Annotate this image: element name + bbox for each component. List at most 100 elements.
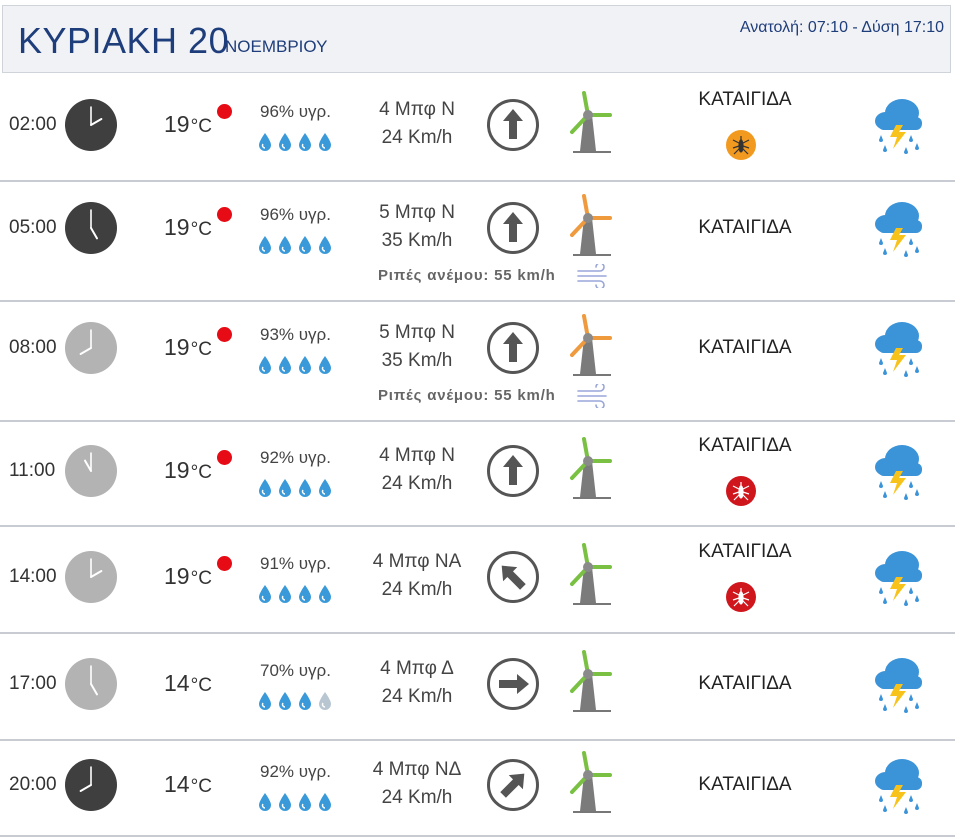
wind-info: 4 Μπφ ΝΔ 24 Km/h <box>362 756 472 812</box>
wind-turbine-icon <box>561 314 615 378</box>
wind-direction-icon <box>486 321 540 375</box>
beaufort-label: 4 Μπφ ΝΔ <box>372 759 462 780</box>
alert-dot <box>217 207 232 222</box>
forecast-row: 05:00 19°C 96% υγρ. 5 Μπφ Ν 35 Km/h Ριπές α… <box>0 182 955 302</box>
wind-speed: 24 Km/h <box>381 473 453 494</box>
mosquito-warning-icon <box>725 129 757 161</box>
humidity-label: 92% υγρ. <box>260 448 331 467</box>
drop-icon <box>317 355 333 380</box>
drop-icon <box>297 478 313 503</box>
wind-info: 4 Μπφ Ν 24 Km/h <box>362 96 472 152</box>
drop-icon <box>277 792 293 817</box>
wind-speed: 24 Km/h <box>381 787 453 808</box>
temperature: 19°C <box>164 334 212 361</box>
wind-info: 4 Μπφ Δ 24 Km/h <box>362 655 472 711</box>
drop-icon <box>257 584 273 609</box>
time-label: 05:00 <box>9 217 57 238</box>
wind-direction-icon <box>486 98 540 152</box>
temperature-value: 19 <box>164 457 190 483</box>
forecast-row: 08:00 19°C 93% υγρ. 5 Μπφ Ν 35 Km/h Ριπές α… <box>0 302 955 422</box>
mosquito-warning-icon <box>725 581 757 613</box>
day-title: ΚΥΡΙΑΚΗ 20 <box>18 20 230 61</box>
humidity-label: 91% υγρ. <box>260 554 331 573</box>
drop-icon <box>297 235 313 260</box>
drop-icon <box>257 478 273 503</box>
drop-icon <box>297 584 313 609</box>
wind-direction-icon <box>486 758 540 812</box>
humidity-drops <box>257 478 337 498</box>
humidity-label: 96% υγρ. <box>260 102 331 121</box>
wind-speed: 24 Km/h <box>381 686 453 707</box>
alert-dot <box>217 327 232 342</box>
clock-icon <box>64 98 118 152</box>
thunderstorm-rain-icon <box>872 318 928 380</box>
clock-icon <box>64 321 118 375</box>
temperature-unit: °C <box>190 219 212 240</box>
beaufort-label: 4 Μπφ ΝΑ <box>372 551 462 572</box>
beaufort-label: 5 Μπφ Ν <box>379 322 455 343</box>
wind-info: 5 Μπφ Ν 35 Km/h <box>362 319 472 375</box>
wind-direction-icon <box>486 201 540 255</box>
wind-direction-icon <box>486 550 540 604</box>
beaufort-label: 4 Μπφ Ν <box>379 99 455 120</box>
humidity-label: 93% υγρ. <box>260 325 331 344</box>
drop-icon <box>277 355 293 380</box>
wind-gust-icon <box>576 382 612 410</box>
wind-info: 4 Μπφ Ν 24 Km/h <box>362 442 472 498</box>
temperature: 19°C <box>164 457 212 484</box>
sunrise-sunset-label: Ανατολή: 07:10 - Δύση 17:10 <box>739 19 944 36</box>
humidity-label: 92% υγρ. <box>260 762 331 781</box>
wind-turbine-icon <box>561 751 615 815</box>
condition-label: ΚΑΤΑΙΓΙΔΑ <box>698 89 792 110</box>
temperature: 14°C <box>164 670 212 697</box>
drop-icon <box>317 132 333 157</box>
time-label: 11:00 <box>9 460 56 481</box>
temperature: 19°C <box>164 563 212 590</box>
temperature: 14°C <box>164 771 212 798</box>
humidity-drops <box>257 691 337 711</box>
wind-info: 4 Μπφ ΝΑ 24 Km/h <box>362 548 472 604</box>
wind-turbine-icon <box>561 650 615 714</box>
gust-label: Ριπές ανέμου: 55 km/h <box>378 267 556 284</box>
wind-speed: 24 Km/h <box>381 579 453 600</box>
temperature-value: 19 <box>164 334 190 360</box>
time-label: 02:00 <box>9 114 57 135</box>
temperature-unit: °C <box>190 462 212 483</box>
humidity-label: 70% υγρ. <box>260 661 331 680</box>
time-label: 08:00 <box>9 337 57 358</box>
clock-icon <box>64 657 118 711</box>
time-label: 20:00 <box>9 774 57 795</box>
clock-icon <box>64 444 118 498</box>
drop-icon <box>317 235 333 260</box>
thunderstorm-rain-icon <box>872 441 928 503</box>
drop-icon <box>257 235 273 260</box>
forecast-row: 17:00 14°C 70% υγρ. 4 Μπφ Δ 24 Km/h ΚΑΤΑΙΓΙ… <box>0 634 955 741</box>
wind-turbine-icon <box>561 91 615 155</box>
drop-icon <box>297 792 313 817</box>
time-label: 17:00 <box>9 673 57 694</box>
drop-icon <box>297 132 313 157</box>
beaufort-label: 5 Μπφ Ν <box>379 202 455 223</box>
humidity-drops <box>257 132 337 152</box>
wind-info: 5 Μπφ Ν 35 Km/h <box>362 199 472 255</box>
temperature-value: 14 <box>164 771 190 797</box>
thunderstorm-rain-icon <box>872 755 928 817</box>
temperature-value: 14 <box>164 670 190 696</box>
drop-icon <box>257 792 273 817</box>
drop-icon <box>257 132 273 157</box>
time-label: 14:00 <box>9 566 57 587</box>
drop-icon <box>317 792 333 817</box>
drop-icon <box>317 691 333 716</box>
forecast-row: 14:00 19°C 91% υγρ. 4 Μπφ ΝΑ 24 Km/h ΚΑΤΑΙΓ… <box>0 527 955 634</box>
humidity-drops <box>257 584 337 604</box>
drop-icon <box>277 584 293 609</box>
thunderstorm-rain-icon <box>872 95 928 157</box>
wind-turbine-icon <box>561 543 615 607</box>
temperature-value: 19 <box>164 563 190 589</box>
condition-label: ΚΑΤΑΙΓΙΔΑ <box>698 541 792 562</box>
thunderstorm-rain-icon <box>872 198 928 260</box>
temperature-unit: °C <box>190 675 212 696</box>
forecast-row: 02:00 19°C 96% υγρ. 4 Μπφ Ν 24 Km/h ΚΑΤΑΙΓΙ… <box>0 75 955 182</box>
wind-turbine-icon <box>561 437 615 501</box>
temperature-unit: °C <box>190 116 212 137</box>
